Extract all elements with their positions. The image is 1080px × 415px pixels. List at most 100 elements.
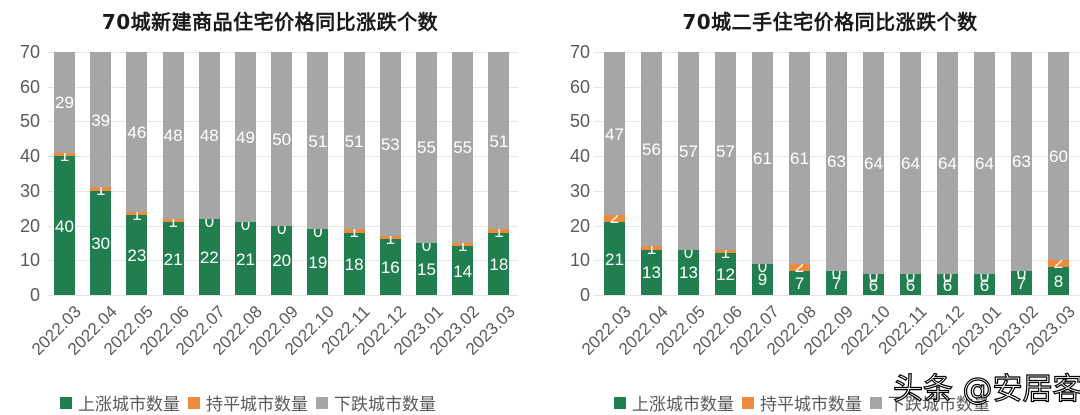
bar-segment-up [416, 242, 437, 295]
data-label-down: 51 [344, 131, 364, 151]
legend-swatch-up [60, 396, 72, 409]
legend-swatch-down [316, 396, 328, 409]
data-label-down: 55 [453, 138, 473, 158]
bar-segment-flat [604, 215, 625, 223]
data-label-down: 49 [236, 128, 255, 148]
bar-segment-up [678, 249, 699, 295]
bar-segment-up [343, 232, 365, 295]
y-tick-label: 60 [569, 76, 590, 97]
bar-segment-up [974, 274, 995, 295]
bar-segment-up [789, 270, 810, 295]
bar-segment-up [452, 246, 474, 295]
bar-segment-up [641, 249, 662, 295]
legend-item-down: 下跌城市数量 [316, 390, 436, 415]
bar-segment-down [826, 52, 847, 271]
data-label-down: 64 [975, 154, 994, 174]
legend-label-flat: 持平城市数量 [760, 395, 862, 415]
y-tick-label: 10 [19, 250, 40, 271]
data-label-up: 12 [716, 265, 735, 285]
data-label-up: 18 [344, 254, 364, 274]
bar-segment-down [379, 52, 401, 236]
data-label-down: 39 [91, 110, 111, 130]
data-label-flat: 2 [609, 208, 620, 228]
data-label-down: 61 [790, 148, 809, 168]
data-label-flat: 0 [905, 267, 916, 287]
bar-segment-up [752, 263, 773, 295]
bar-segment-flat [641, 246, 662, 250]
data-label-flat: 1 [385, 228, 396, 248]
data-label-flat: 1 [494, 222, 504, 242]
data-label-up: 21 [605, 249, 624, 269]
data-label-up: 19 [308, 253, 328, 273]
data-label-up: 6 [979, 275, 990, 295]
data-label-up: 40 [55, 216, 74, 236]
data-label-down: 57 [716, 141, 735, 161]
bar-segment-up [488, 232, 510, 295]
data-label-down: 53 [380, 134, 400, 154]
data-label-up: 13 [679, 263, 698, 283]
data-label-up: 7 [1016, 273, 1027, 293]
data-label-up: 6 [905, 275, 916, 295]
data-label-flat: 1 [59, 145, 70, 165]
legend-item-up: 上涨城市数量 [60, 390, 180, 415]
chart-title: 70城二手住宅价格同比涨跌个数 [682, 10, 978, 34]
bar-segment-down [198, 52, 220, 219]
legend: 上涨城市数量 持平城市数量 下跌城市数量 [60, 390, 444, 415]
legend-swatch-down [870, 396, 882, 409]
bar-segment-down [715, 52, 736, 250]
legend-item-flat: 持平城市数量 [188, 390, 308, 415]
bar-segment-up [379, 239, 401, 295]
bar-segment-down [789, 52, 810, 264]
bar-segment-down [974, 52, 995, 275]
bar-segment-up [54, 156, 75, 295]
y-tick-label: 20 [19, 215, 40, 236]
data-label-down: 56 [642, 140, 661, 160]
bar-segment-flat [54, 152, 75, 157]
legend-swatch-flat [188, 396, 200, 409]
legend-swatch-flat [742, 396, 754, 409]
bar-segment-up [715, 253, 736, 295]
data-label-flat: 0 [421, 235, 432, 255]
data-label-down: 29 [55, 93, 74, 113]
data-label-flat: 0 [240, 215, 251, 235]
bar-segment-down [900, 52, 921, 275]
bar-segment-up [307, 229, 329, 295]
bar-segment-down [271, 52, 293, 226]
data-label-down: 63 [827, 152, 846, 172]
y-tick-label: 0 [29, 285, 40, 305]
data-label-up: 20 [272, 251, 292, 271]
bar-segment-up [198, 218, 220, 295]
y-tick-label: 30 [569, 180, 590, 201]
data-label-up: 21 [236, 249, 255, 269]
y-tick-label: 20 [569, 215, 590, 236]
y-tick-label: 60 [19, 76, 40, 97]
data-label-flat: 0 [831, 263, 842, 283]
bar-segment-up [162, 222, 184, 295]
data-label-down: 51 [489, 131, 509, 151]
data-label-up: 6 [868, 275, 879, 295]
y-tick-label: 10 [569, 250, 590, 271]
data-label-down: 64 [864, 154, 883, 174]
legend-label-down: 下跌城市数量 [888, 395, 990, 415]
data-label-up: 8 [1053, 272, 1064, 292]
data-label-down: 48 [163, 126, 183, 146]
y-tick-label: 50 [569, 111, 590, 132]
data-label-flat: 1 [457, 235, 468, 255]
y-tick-label: 30 [19, 180, 40, 201]
y-tick-label: 70 [19, 42, 40, 62]
bar-segment-up [604, 222, 625, 295]
bar-segment-up [863, 274, 884, 295]
bar-segment-up [1011, 270, 1032, 295]
bar-segment-down [90, 52, 112, 188]
data-label-up: 7 [794, 273, 805, 293]
legend-swatch-up [614, 396, 626, 409]
data-label-flat: 1 [132, 204, 142, 224]
data-label-flat: 0 [979, 267, 990, 287]
data-label-down: 50 [272, 129, 292, 149]
data-label-up: 22 [199, 247, 219, 267]
bar-segment-down [54, 52, 75, 153]
bar-segment-down [452, 52, 474, 243]
data-label-down: 60 [1049, 147, 1068, 167]
bar-segment-down [1048, 52, 1069, 261]
bar-segment-flat [452, 242, 474, 247]
